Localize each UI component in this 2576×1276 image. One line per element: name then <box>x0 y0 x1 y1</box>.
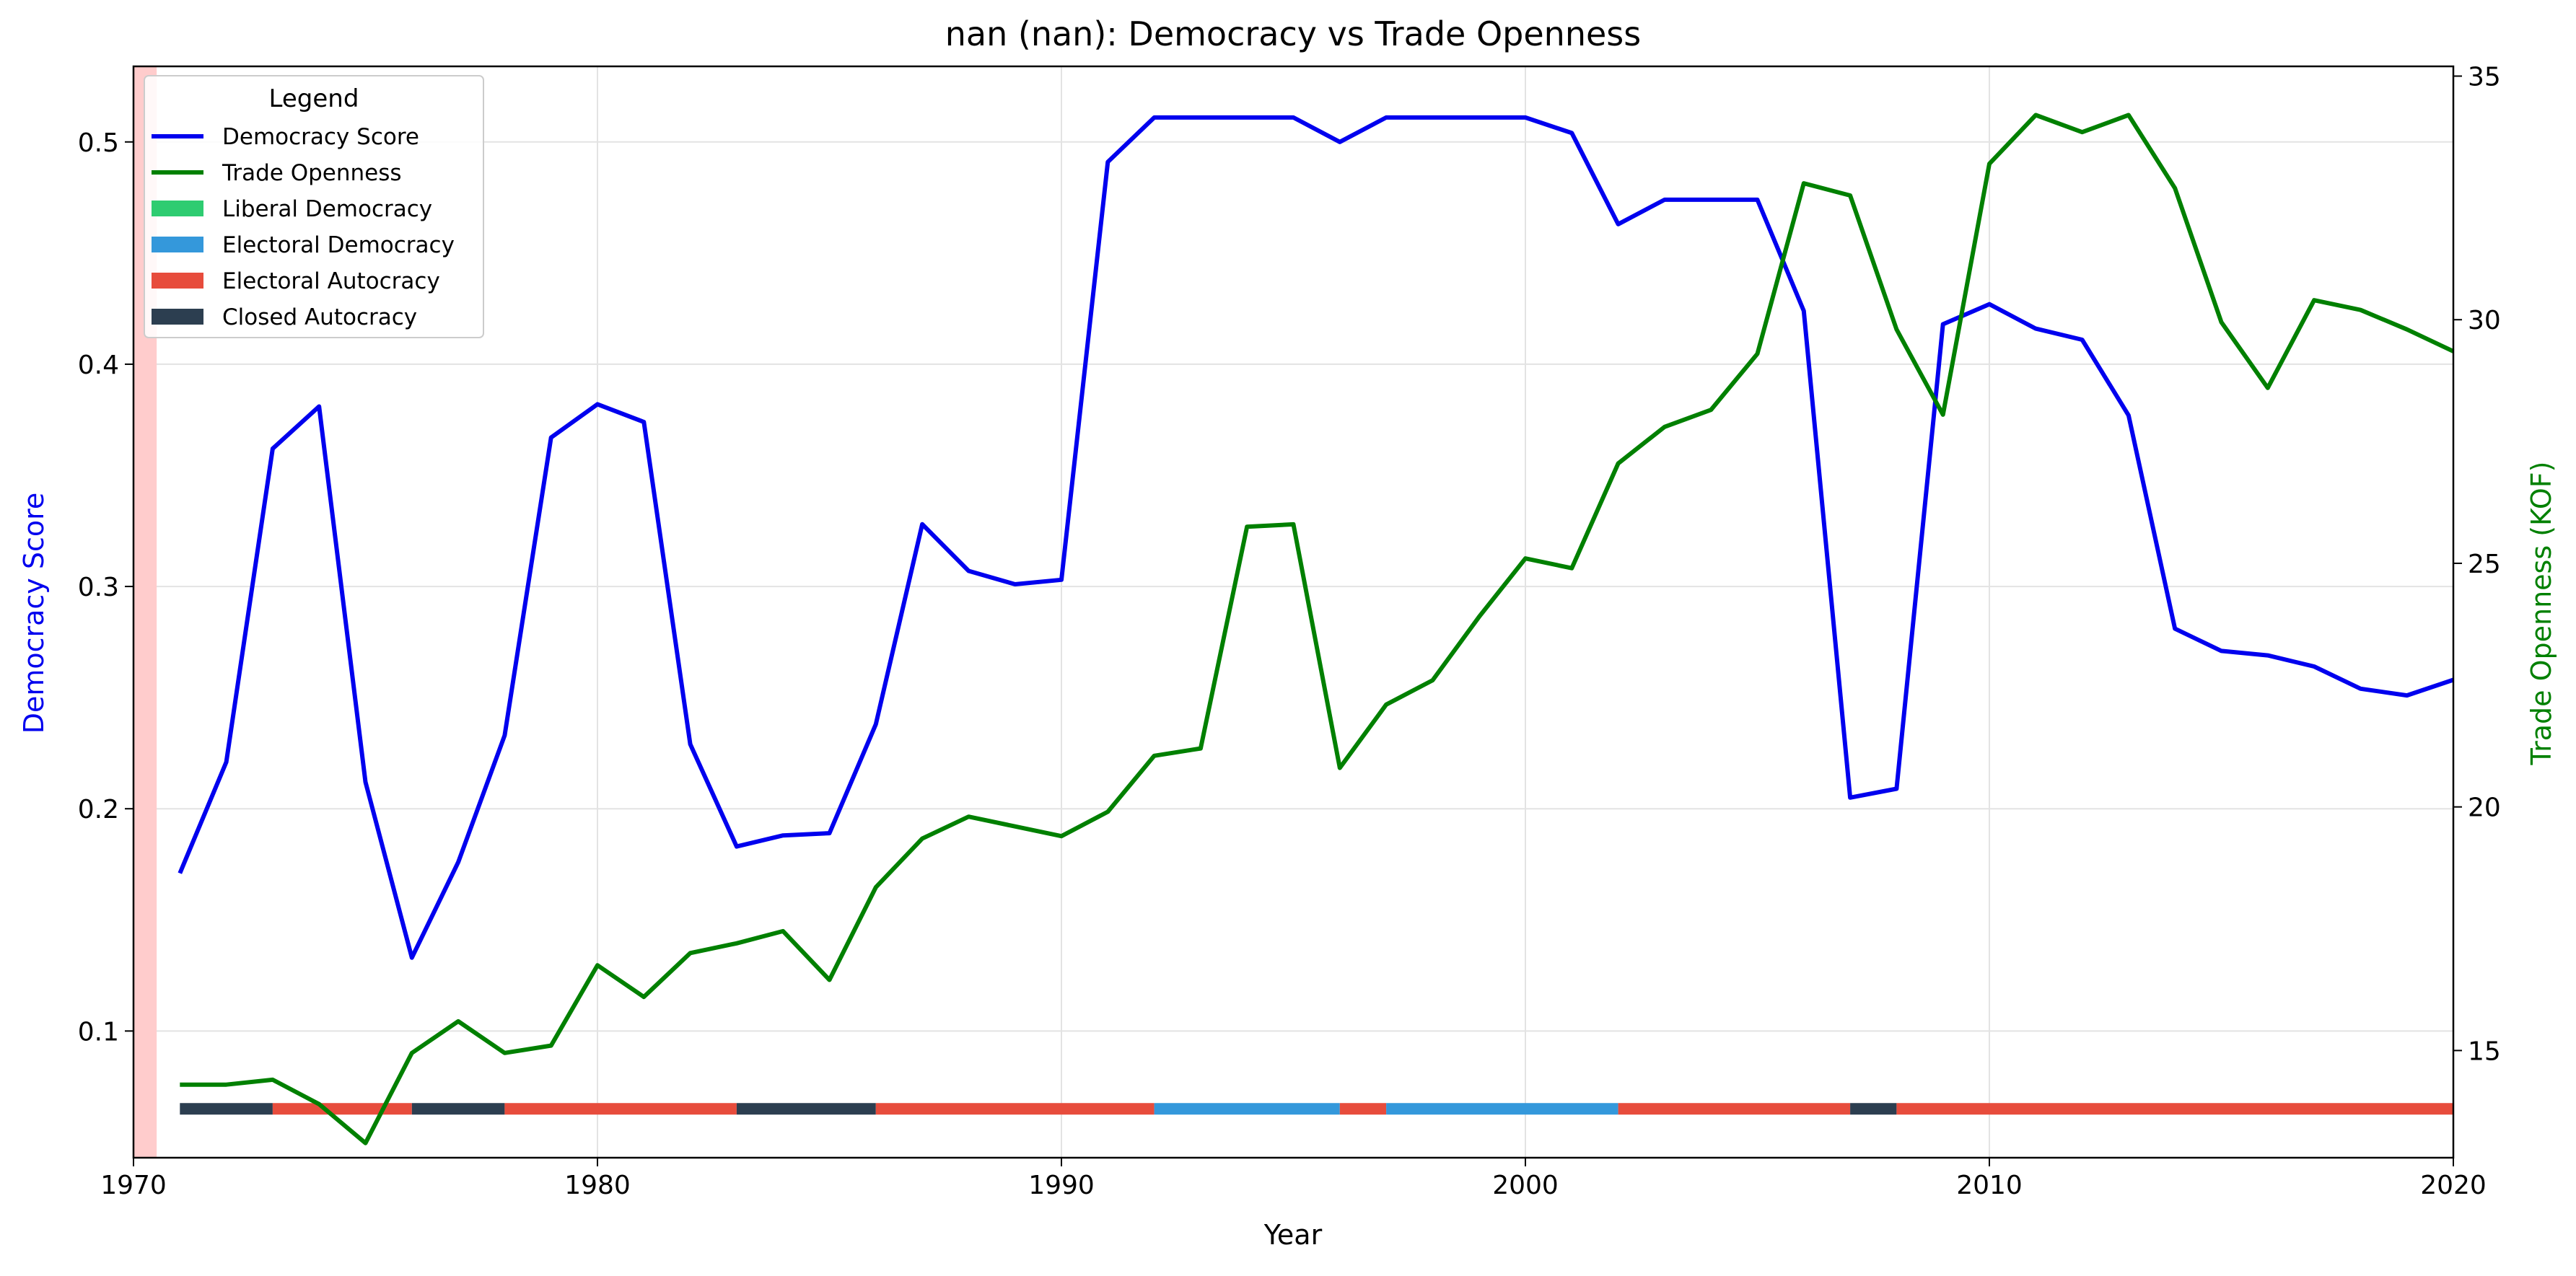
legend-label: Trade Openness <box>222 160 402 186</box>
legend-title: Legend <box>269 84 359 113</box>
x-tick-label: 2000 <box>1492 1171 1559 1200</box>
legend-patch-swatch <box>152 237 203 252</box>
legend-label: Closed Autocracy <box>222 304 417 330</box>
legend-label: Democracy Score <box>222 124 419 150</box>
legend-patch-swatch <box>152 273 203 289</box>
legend-patch-swatch <box>152 309 203 325</box>
right-axis-ticks: 15 20 25 30 35 <box>2453 63 2501 1066</box>
plot-frame <box>132 65 2455 1159</box>
series-line <box>178 115 2454 960</box>
left-tick-label: 0.4 <box>78 351 119 380</box>
left-tick-label: 0.1 <box>78 1017 119 1047</box>
x-axis-label: Year <box>1263 1219 1323 1251</box>
x-tick-label: 1970 <box>100 1171 167 1200</box>
legend-label: Liberal Democracy <box>222 196 432 222</box>
legend-label: Electoral Autocracy <box>222 268 440 294</box>
legend: Legend Democracy Score Trade Openness Libe… <box>144 75 484 338</box>
x-tick-label: 1980 <box>564 1171 631 1200</box>
x-tick-label: 1990 <box>1028 1171 1095 1200</box>
left-tick-label: 0.5 <box>78 128 119 158</box>
legend-items: Democracy Score Trade Openness Liberal Dem… <box>152 124 455 330</box>
right-axis-label: Trade Openness (KOF) <box>2525 461 2557 765</box>
right-tick-label: 35 <box>2468 63 2501 92</box>
right-tick-label: 25 <box>2468 550 2501 579</box>
left-tick-label: 0.2 <box>78 795 119 824</box>
left-axis-ticks: 0.1 0.2 0.3 0.4 0.5 <box>78 128 133 1047</box>
right-tick-label: 30 <box>2468 306 2501 335</box>
legend-label: Electoral Democracy <box>222 232 455 258</box>
grid <box>133 66 2454 1158</box>
legend-box <box>144 75 484 338</box>
left-tick-label: 0.3 <box>78 573 119 602</box>
right-tick-label: 20 <box>2468 793 2501 823</box>
x-tick-label: 2020 <box>2420 1171 2487 1200</box>
x-axis-ticks: 1970 1980 1990 2000 2010 2020 <box>100 1158 2487 1200</box>
left-axis-label: Democracy Score <box>18 493 50 734</box>
x-tick-label: 2010 <box>1956 1171 2023 1200</box>
series-line <box>180 113 2455 1145</box>
right-tick-label: 15 <box>2468 1037 2501 1066</box>
series-lines <box>178 113 2455 1145</box>
chart-title: nan (nan): Democracy vs Trade Openness <box>945 14 1641 53</box>
legend-patch-swatch <box>152 201 203 216</box>
